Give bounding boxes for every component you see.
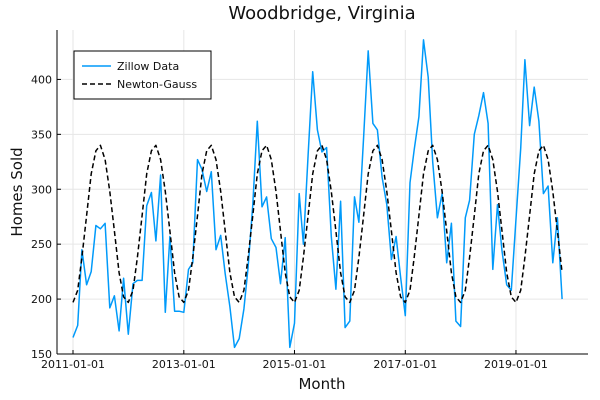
y-tick-label: 250: [31, 238, 52, 251]
legend: Zillow Data Newton-Gauss: [73, 50, 212, 100]
y-tick-label: 350: [31, 128, 52, 141]
legend-label-newton-gauss: Newton-Gauss: [117, 78, 197, 91]
y-tick-label: 400: [31, 73, 52, 86]
y-tick-label: 200: [31, 293, 52, 306]
y-axis-label: Homes Sold: [8, 147, 26, 236]
series-line-newton-gauss: [72, 144, 563, 304]
x-tick-label: 2015-01-01: [263, 358, 327, 371]
x-tick-label: 2013-01-01: [152, 358, 216, 371]
axes: [56, 30, 588, 355]
series-layer: [72, 39, 563, 349]
series-line-zillow-data: [72, 39, 563, 349]
chart-title: Woodbridge, Virginia: [228, 3, 415, 24]
legend-label-zillow-data: Zillow Data: [117, 60, 179, 73]
legend-box: [73, 50, 212, 100]
x-axis-label: Month: [298, 375, 345, 393]
x-tick-label: 2019-01-01: [484, 358, 548, 371]
y-axis-ticks: 150 200 250 300 350 400: [31, 73, 61, 361]
x-axis-ticks: 2011-01-01 2013-01-01 2015-01-01 2017-01-01…: [41, 350, 548, 371]
y-tick-label: 150: [31, 348, 52, 361]
x-tick-label: 2017-01-01: [373, 358, 437, 371]
x-tick-label: 2011-01-01: [41, 358, 105, 371]
y-tick-label: 300: [31, 183, 52, 196]
